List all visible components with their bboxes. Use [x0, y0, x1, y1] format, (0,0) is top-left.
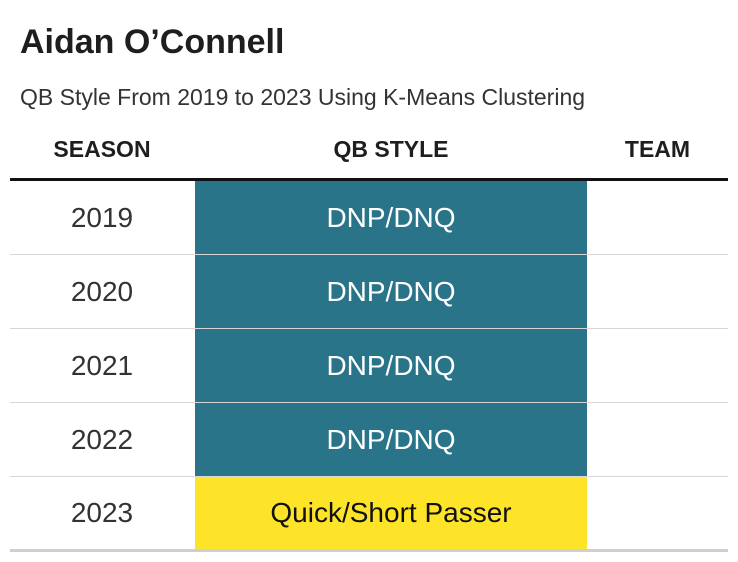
table-row: 2023 Quick/Short Passer	[10, 477, 728, 552]
season-cell: 2022	[70, 423, 134, 455]
team-cell	[587, 255, 728, 328]
header-divider	[10, 178, 728, 181]
table-row: 2020 DNP/DNQ	[10, 255, 728, 329]
table-row: 2019 DNP/DNQ	[10, 181, 728, 255]
header-season: SEASON	[53, 136, 151, 162]
team-cell	[587, 329, 728, 402]
chart-title: Aidan O’Connell	[20, 23, 285, 61]
season-cell: 2020	[70, 275, 134, 307]
season-cell: 2021	[70, 349, 134, 381]
team-cell	[587, 403, 728, 476]
season-cell: 2023	[70, 497, 134, 528]
qb-style-cell: Quick/Short Passer	[195, 477, 587, 549]
qb-style-cell: DNP/DNQ	[195, 255, 587, 328]
table-body: 2019 DNP/DNQ 2020 DNP/DNQ 2021 DNP/DNQ 2022 DNP…	[10, 181, 728, 552]
table-row: 2022 DNP/DNQ	[10, 403, 728, 477]
team-cell	[587, 477, 728, 549]
chart-subtitle: QB Style From 2019 to 2023 Using K-Means…	[20, 84, 586, 110]
header-team: TEAM	[624, 136, 691, 162]
table-row: 2021 DNP/DNQ	[10, 329, 728, 403]
qb-style-cell: DNP/DNQ	[195, 329, 587, 402]
header-qb-style: QB STYLE	[333, 136, 449, 162]
table-header: SEASON QB STYLE TEAM	[10, 131, 728, 171]
qb-style-cell: DNP/DNQ	[195, 403, 587, 476]
season-cell: 2019	[70, 201, 134, 233]
team-cell	[587, 181, 728, 254]
qb-style-cell: DNP/DNQ	[195, 181, 587, 254]
